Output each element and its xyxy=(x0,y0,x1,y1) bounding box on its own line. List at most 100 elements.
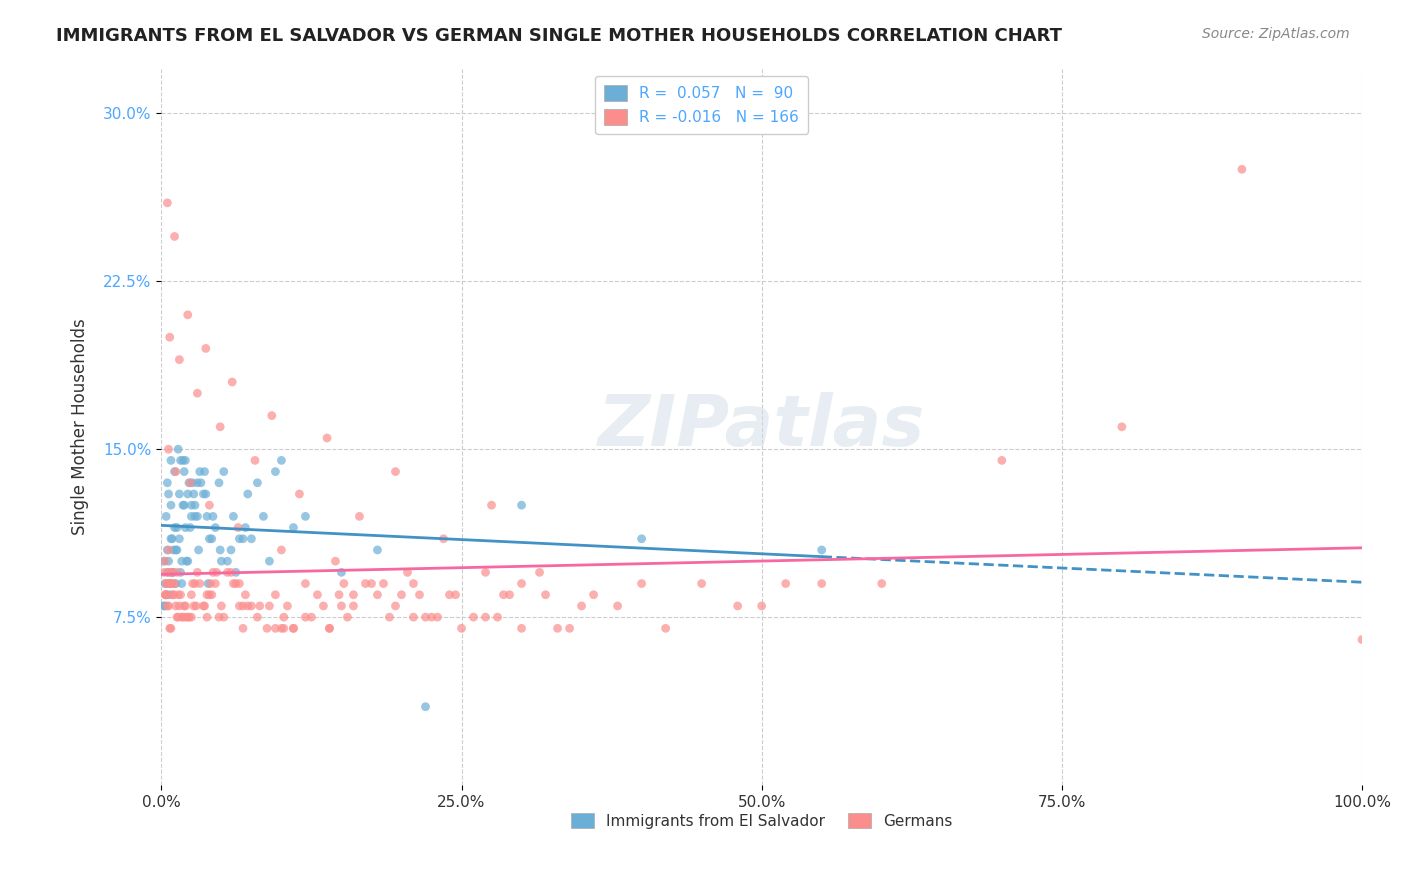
Point xyxy=(195,509,218,524)
Point xyxy=(165,576,187,591)
Point xyxy=(165,599,187,613)
Point xyxy=(408,588,430,602)
Point xyxy=(152,554,174,568)
Point xyxy=(160,576,183,591)
Point xyxy=(273,610,295,624)
Point xyxy=(209,599,232,613)
Point xyxy=(360,576,382,591)
Point xyxy=(366,588,388,602)
Point xyxy=(328,588,350,602)
Point xyxy=(373,576,395,591)
Point xyxy=(166,543,188,558)
Point xyxy=(162,588,184,602)
Point xyxy=(179,520,201,534)
Point xyxy=(354,576,377,591)
Point xyxy=(188,576,211,591)
Point xyxy=(221,375,243,389)
Point xyxy=(174,520,197,534)
Point xyxy=(249,599,271,613)
Point xyxy=(384,465,406,479)
Point xyxy=(222,576,245,591)
Point xyxy=(169,352,191,367)
Point xyxy=(294,509,316,524)
Point xyxy=(184,498,207,512)
Point xyxy=(420,610,443,624)
Point xyxy=(184,509,207,524)
Point xyxy=(172,610,194,624)
Point xyxy=(166,610,188,624)
Point xyxy=(167,442,190,457)
Point xyxy=(384,599,406,613)
Point xyxy=(195,610,218,624)
Point xyxy=(283,520,305,534)
Point xyxy=(283,621,305,635)
Point xyxy=(273,621,295,635)
Point xyxy=(162,588,184,602)
Text: ZIPatlas: ZIPatlas xyxy=(598,392,925,461)
Point xyxy=(270,543,292,558)
Point xyxy=(165,465,187,479)
Point xyxy=(208,475,231,490)
Point xyxy=(160,566,183,580)
Point xyxy=(432,532,454,546)
Point xyxy=(492,588,515,602)
Point xyxy=(157,442,180,457)
Point xyxy=(183,487,205,501)
Point xyxy=(264,588,287,602)
Point xyxy=(160,566,183,580)
Point xyxy=(498,588,520,602)
Point xyxy=(342,588,364,602)
Point xyxy=(378,610,401,624)
Point xyxy=(439,588,461,602)
Point xyxy=(157,599,180,613)
Point xyxy=(391,588,413,602)
Point xyxy=(270,621,292,635)
Point xyxy=(225,566,247,580)
Point xyxy=(160,532,183,546)
Point xyxy=(209,554,232,568)
Point xyxy=(155,588,177,602)
Point xyxy=(201,588,224,602)
Point xyxy=(205,566,228,580)
Point xyxy=(152,599,174,613)
Point xyxy=(283,621,305,635)
Text: Source: ZipAtlas.com: Source: ZipAtlas.com xyxy=(1202,27,1350,41)
Point xyxy=(155,588,177,602)
Point xyxy=(194,599,217,613)
Point xyxy=(252,509,274,524)
Point xyxy=(232,621,254,635)
Point xyxy=(153,554,176,568)
Point xyxy=(190,475,212,490)
Text: IMMIGRANTS FROM EL SALVADOR VS GERMAN SINGLE MOTHER HOUSEHOLDS CORRELATION CHART: IMMIGRANTS FROM EL SALVADOR VS GERMAN SI… xyxy=(56,27,1063,45)
Point xyxy=(198,588,221,602)
Point xyxy=(183,599,205,613)
Point xyxy=(174,610,197,624)
Point xyxy=(180,509,202,524)
Point xyxy=(529,566,551,580)
Point xyxy=(318,621,340,635)
Point xyxy=(157,487,180,501)
Point xyxy=(1230,162,1253,177)
Point xyxy=(235,588,257,602)
Point xyxy=(690,576,713,591)
Point xyxy=(165,543,187,558)
Point xyxy=(163,229,186,244)
Point xyxy=(510,498,533,512)
Point xyxy=(232,532,254,546)
Point xyxy=(225,576,247,591)
Point xyxy=(163,576,186,591)
Point xyxy=(180,498,202,512)
Point xyxy=(201,509,224,524)
Point xyxy=(236,487,259,501)
Point xyxy=(179,475,201,490)
Point xyxy=(510,576,533,591)
Point xyxy=(288,487,311,501)
Point xyxy=(259,599,281,613)
Point xyxy=(630,532,652,546)
Point xyxy=(396,566,419,580)
Point xyxy=(246,610,269,624)
Point xyxy=(235,520,257,534)
Point xyxy=(582,588,605,602)
Point xyxy=(232,599,254,613)
Point xyxy=(236,599,259,613)
